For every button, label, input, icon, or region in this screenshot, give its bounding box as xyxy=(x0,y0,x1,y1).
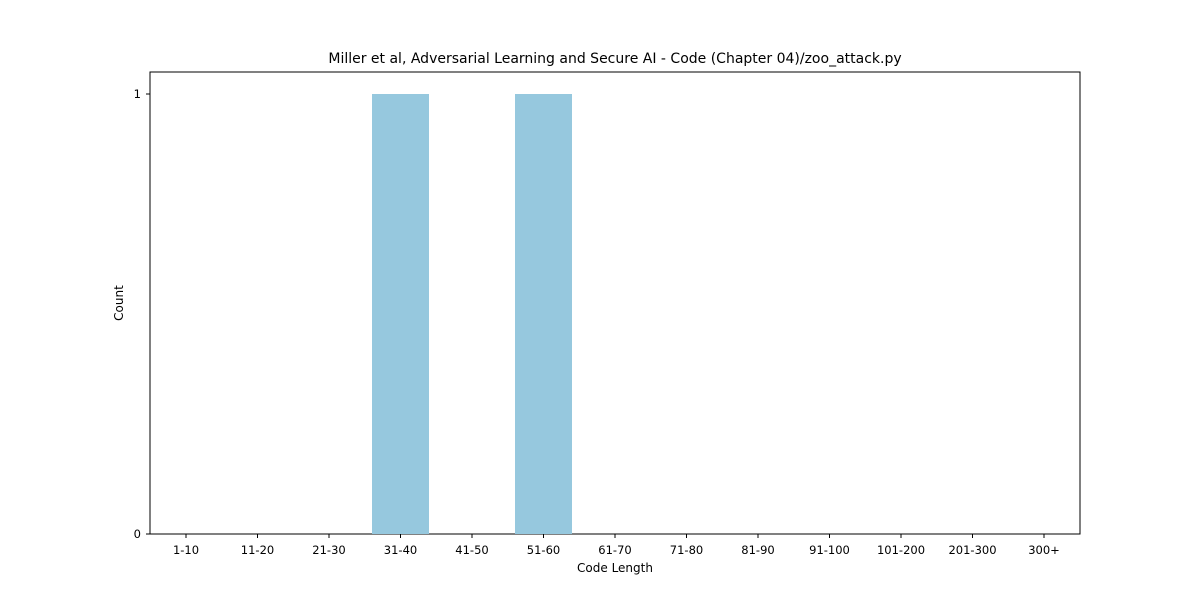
bar-51-60 xyxy=(515,94,572,534)
x-tick-label: 71-80 xyxy=(670,543,703,557)
x-tick-label: 21-30 xyxy=(312,543,345,557)
x-tick-label: 201-300 xyxy=(948,543,996,557)
x-tick-label: 300+ xyxy=(1028,543,1060,557)
x-tick-label: 61-70 xyxy=(598,543,631,557)
x-tick-label: 81-90 xyxy=(741,543,774,557)
chart-title: Miller et al, Adversarial Learning and S… xyxy=(328,51,901,67)
x-axis-label: Code Length xyxy=(577,561,653,575)
bar-series xyxy=(372,94,572,534)
x-tick-label: 41-50 xyxy=(455,543,488,557)
y-tick-label: 1 xyxy=(134,87,141,101)
y-axis-label: Count xyxy=(112,285,126,321)
x-tick-label: 1-10 xyxy=(173,543,199,557)
x-axis-ticks: 1-10 11-20 21-30 31-40 41-50 51-60 61-70 71-80 8… xyxy=(173,534,1060,557)
x-tick-label: 11-20 xyxy=(241,543,274,557)
y-tick-label: 0 xyxy=(134,527,141,541)
x-tick-label: 91-100 xyxy=(809,543,850,557)
x-tick-label: 51-60 xyxy=(527,543,560,557)
y-axis-ticks: 01 xyxy=(134,87,150,541)
x-tick-label: 31-40 xyxy=(384,543,417,557)
plot-area-frame xyxy=(149,71,1081,535)
bar-31-40 xyxy=(372,94,429,534)
x-tick-label: 101-200 xyxy=(877,543,925,557)
